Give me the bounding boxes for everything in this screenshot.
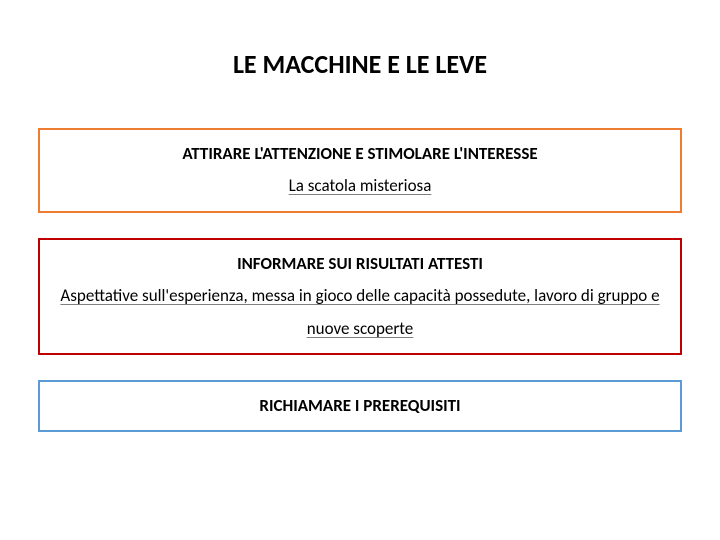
- box-results-heading: INFORMARE SUI RISULTATI ATTESTI: [54, 248, 666, 280]
- box-attention-body: La scatola misteriosa: [54, 170, 666, 202]
- box-prerequisites-heading: RICHIAMARE I PREREQUISITI: [54, 390, 666, 422]
- box-prerequisites: RICHIAMARE I PREREQUISITI: [38, 380, 682, 432]
- page-title: LE MACCHINE E LE LEVE: [0, 48, 720, 80]
- box-attention-heading: ATTIRARE L'ATTENZIONE E STIMOLARE L'INTE…: [54, 138, 666, 170]
- box-attention: ATTIRARE L'ATTENZIONE E STIMOLARE L'INTE…: [38, 128, 682, 213]
- box-results-body: Aspettative sull'esperienza, messa in gi…: [54, 280, 666, 345]
- box-results: INFORMARE SUI RISULTATI ATTESTI Aspettat…: [38, 238, 682, 355]
